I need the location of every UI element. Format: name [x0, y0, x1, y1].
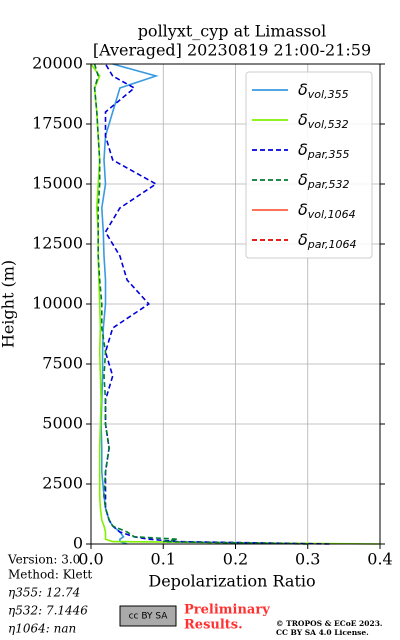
y-axis-label: Height (m): [0, 260, 18, 348]
preliminary-note: Preliminary: [184, 603, 270, 618]
info-line: Version: 3.0: [7, 553, 80, 567]
x-tick-label: 0.1: [151, 550, 176, 569]
chart-subtitle: [Averaged] 20230819 21:00-21:59: [93, 41, 371, 60]
legend-label: δvol,355: [298, 80, 349, 102]
x-tick-label: 0.2: [223, 550, 248, 569]
x-tick-label: 0.3: [295, 550, 320, 569]
plot-frame: [90, 63, 381, 545]
y-tick-label: 0: [73, 534, 83, 553]
info-line: η532: 7.1446: [8, 604, 88, 618]
legend: δvol,355 δvol,532 δpar,355 δpar,532 δvol,106…: [245, 71, 373, 259]
legend-box: [245, 71, 373, 259]
x-tick-label: 0.0: [78, 550, 103, 569]
y-tick-label: 12500: [32, 234, 83, 253]
copyright: © TROPOS & ECoE 2023.: [276, 619, 383, 628]
preliminary-note: Results.: [184, 618, 243, 633]
chart-title: pollyxt_cyp at Limassol: [138, 22, 327, 41]
y-tick-label: 7500: [42, 354, 83, 373]
y-tick-label: 10000: [32, 294, 83, 313]
legend-label: δpar,532: [298, 170, 350, 192]
profile-line: [104, 63, 330, 545]
y-tick-label: 15000: [32, 174, 83, 193]
license-logo: [119, 605, 177, 627]
profile-line: [100, 63, 159, 545]
info-line: η355: 12.74: [8, 586, 80, 600]
x-axis-label: Depolarization Ratio: [148, 572, 315, 591]
y-tick-label: 2500: [42, 474, 83, 493]
y-tick-label: 17500: [32, 114, 83, 133]
legend-label: δpar,355: [298, 140, 350, 162]
profile-line: [93, 63, 308, 545]
legend-label: δvol,1064: [298, 200, 356, 222]
copyright: CC BY SA 4.0 License.: [276, 628, 369, 637]
x-tick-label: 0.4: [367, 550, 392, 569]
license-logo-text: cc BY SA: [129, 612, 169, 622]
y-tick-label: 5000: [42, 414, 83, 433]
info-line: η1064: nan: [8, 622, 76, 636]
info-line: Method: Klett: [8, 568, 92, 582]
legend-label: δvol,532: [298, 110, 349, 132]
legend-label: δpar,1064: [298, 230, 357, 252]
profile-line: [90, 63, 381, 545]
y-tick-label: 20000: [32, 54, 83, 73]
